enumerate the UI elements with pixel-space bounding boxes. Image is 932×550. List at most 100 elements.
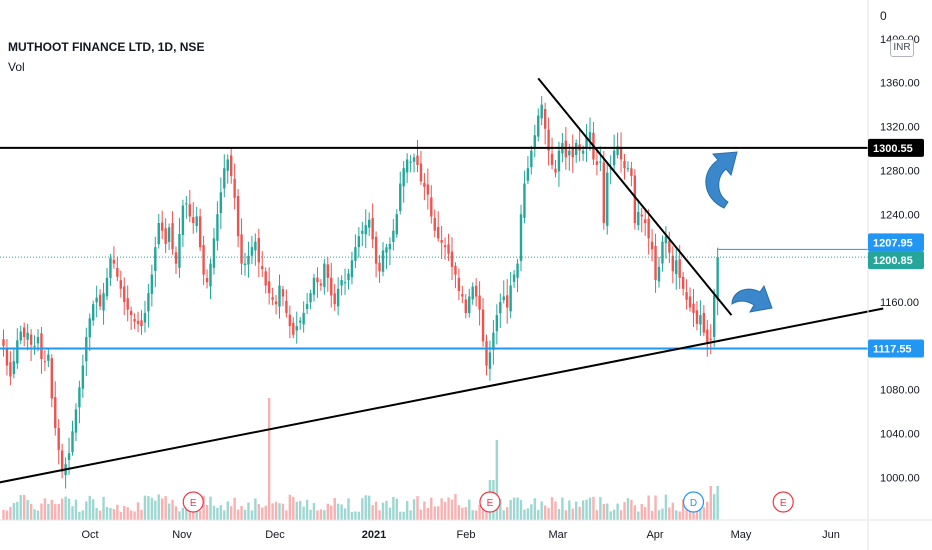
volume-bar — [167, 503, 171, 520]
volume-bar — [216, 507, 219, 520]
currency-badge[interactable]: INR — [890, 39, 914, 57]
volume-bar — [340, 504, 343, 520]
volume-bar — [523, 509, 526, 520]
candle — [16, 340, 19, 364]
volume-bar — [364, 495, 367, 520]
volume-bar — [226, 501, 229, 520]
candle — [205, 278, 209, 283]
volume-bar — [405, 501, 409, 520]
price-axis[interactable]: 1400.001360.001320.001280.001240.001200.… — [867, 0, 920, 550]
candle — [713, 295, 716, 337]
candle — [478, 295, 481, 310]
candle — [347, 273, 350, 281]
price-label-badge: 1117.55 — [868, 339, 924, 358]
volume-bar — [164, 496, 167, 520]
candle — [12, 361, 16, 375]
candle — [92, 304, 95, 321]
volume-bar — [64, 496, 67, 520]
volume-bar — [557, 508, 561, 520]
volume-bar — [485, 510, 488, 520]
candle — [305, 304, 309, 309]
volume-bar — [98, 510, 102, 520]
volume-bar — [530, 504, 533, 520]
candle — [178, 233, 181, 268]
dividend-marker[interactable]: D — [682, 491, 705, 513]
candle — [202, 245, 205, 275]
earnings-marker[interactable]: E — [772, 491, 794, 513]
candle — [88, 318, 91, 338]
candle — [678, 259, 681, 278]
earnings-marker[interactable]: E — [182, 491, 204, 513]
candle — [123, 286, 126, 302]
candle — [657, 266, 661, 282]
candle — [271, 297, 274, 300]
candle — [236, 196, 240, 237]
volume-bar — [495, 440, 499, 520]
candle — [585, 137, 588, 149]
volume-bar — [695, 507, 699, 520]
candle — [502, 296, 505, 301]
volume-bar — [109, 507, 112, 520]
candle — [98, 294, 102, 307]
volume-bar — [178, 511, 181, 520]
candle — [440, 240, 443, 243]
volume-bar — [619, 510, 623, 520]
volume-bar — [592, 496, 595, 520]
candle — [588, 132, 592, 141]
volume-bar — [112, 509, 116, 520]
candle — [336, 288, 340, 307]
price-tick-label: 1240.00 — [880, 209, 920, 221]
candle — [247, 255, 250, 265]
candle — [116, 267, 119, 277]
price-label-badge: 1300.55 — [868, 138, 924, 157]
candle — [368, 219, 371, 228]
volume-bar — [385, 500, 388, 520]
candle — [292, 322, 295, 335]
volume-bar — [454, 494, 457, 520]
candle — [457, 277, 461, 292]
volume-indicator-label[interactable]: Vol — [8, 60, 25, 74]
ascending-trendline[interactable] — [0, 307, 884, 485]
candle — [488, 352, 492, 369]
candle — [150, 274, 154, 294]
volume-bar — [343, 508, 347, 520]
volume-bar — [430, 497, 433, 520]
time-axis[interactable]: Oct Nov Dec 2021 Feb Mar Apr May Jun — [0, 519, 932, 541]
symbol-title[interactable]: MUTHOOT FINANCE LTD, 1D, NSE — [8, 40, 205, 54]
earnings-marker[interactable]: E — [479, 491, 501, 513]
candle — [454, 266, 457, 275]
volume-bar — [50, 499, 53, 520]
volume-bar — [136, 502, 140, 520]
volume-bar — [550, 497, 554, 520]
candle — [464, 299, 467, 313]
candle — [626, 168, 630, 170]
volume-bar — [95, 507, 98, 520]
candle — [609, 168, 612, 170]
candle — [443, 245, 447, 248]
candle — [675, 260, 678, 275]
volume-bar — [147, 496, 150, 520]
volume-bar — [202, 495, 205, 520]
volume-bar — [447, 497, 450, 520]
candle — [575, 143, 578, 156]
candle — [340, 280, 343, 286]
volume-bar — [195, 504, 198, 520]
candle — [616, 146, 619, 155]
volume-bar — [240, 505, 243, 520]
price-label-text: 1207.95 — [873, 237, 913, 249]
volume-bar — [564, 510, 568, 520]
candle — [695, 310, 699, 324]
candle — [412, 157, 416, 162]
candle — [333, 293, 336, 305]
volume-bar — [499, 498, 502, 520]
candle — [126, 298, 129, 310]
volume-bar — [606, 503, 609, 520]
volume-bar — [223, 510, 226, 520]
candle — [630, 168, 633, 176]
volume-bar — [640, 504, 643, 520]
price-label-badges: 1300.55 1207.95 1200.85 1117.55 — [868, 138, 924, 358]
volume-bar — [450, 499, 454, 520]
volume-bar — [219, 505, 223, 520]
descending-trendline[interactable] — [537, 77, 733, 316]
